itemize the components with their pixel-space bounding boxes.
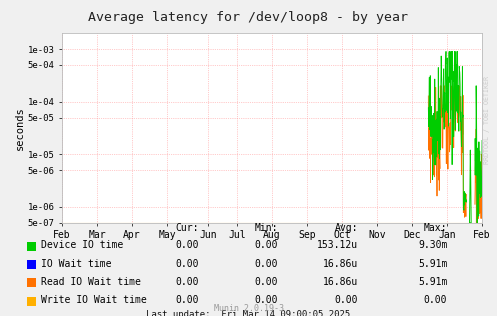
Text: Read IO Wait time: Read IO Wait time — [41, 277, 141, 287]
Text: 153.12u: 153.12u — [317, 240, 358, 250]
Text: RRDTOOL / TOBI OETIKER: RRDTOOL / TOBI OETIKER — [484, 76, 490, 164]
Text: 5.91m: 5.91m — [418, 258, 447, 269]
Text: Avg:: Avg: — [334, 223, 358, 233]
Text: Min:: Min: — [255, 223, 278, 233]
Text: IO Wait time: IO Wait time — [41, 258, 112, 269]
Text: Cur:: Cur: — [175, 223, 199, 233]
Text: 0.00: 0.00 — [424, 295, 447, 305]
Text: 0.00: 0.00 — [175, 258, 199, 269]
Text: 0.00: 0.00 — [255, 258, 278, 269]
Text: Munin 2.0.19-3: Munin 2.0.19-3 — [214, 304, 283, 313]
Text: Last update:  Fri Mar 14 09:00:05 2025: Last update: Fri Mar 14 09:00:05 2025 — [147, 310, 350, 316]
Text: 16.86u: 16.86u — [323, 258, 358, 269]
Text: 5.91m: 5.91m — [418, 277, 447, 287]
Text: 0.00: 0.00 — [334, 295, 358, 305]
Text: 0.00: 0.00 — [175, 240, 199, 250]
Text: Device IO time: Device IO time — [41, 240, 123, 250]
Text: 0.00: 0.00 — [255, 240, 278, 250]
Text: 0.00: 0.00 — [175, 295, 199, 305]
Text: 0.00: 0.00 — [255, 295, 278, 305]
Y-axis label: seconds: seconds — [15, 106, 25, 150]
Text: 9.30m: 9.30m — [418, 240, 447, 250]
Text: Write IO Wait time: Write IO Wait time — [41, 295, 147, 305]
Text: 0.00: 0.00 — [255, 277, 278, 287]
Text: 16.86u: 16.86u — [323, 277, 358, 287]
Text: Average latency for /dev/loop8 - by year: Average latency for /dev/loop8 - by year — [88, 11, 409, 24]
Text: Max:: Max: — [424, 223, 447, 233]
Text: 0.00: 0.00 — [175, 277, 199, 287]
